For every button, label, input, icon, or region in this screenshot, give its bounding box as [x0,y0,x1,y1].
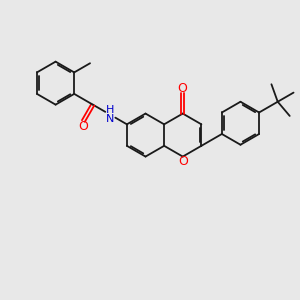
Text: O: O [177,82,187,94]
Text: O: O [178,155,188,168]
Text: O: O [78,120,88,133]
Text: H
N: H N [106,105,115,124]
